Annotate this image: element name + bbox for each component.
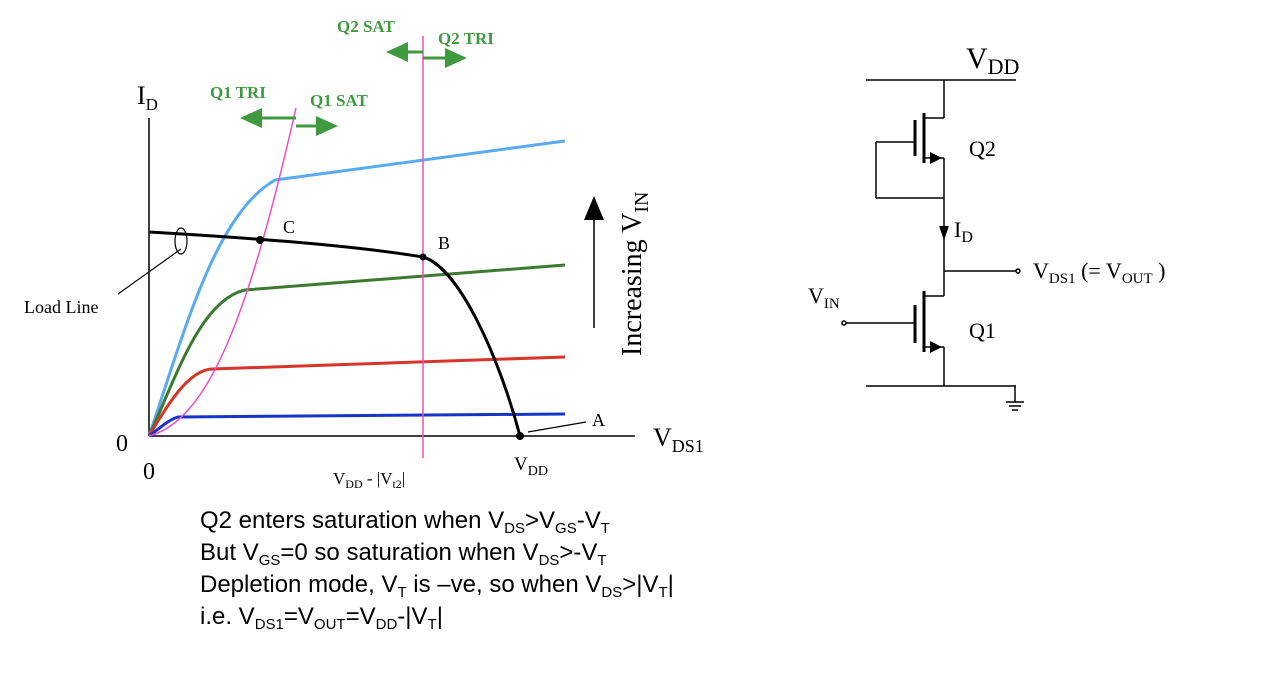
q2-tri-arrow-icon bbox=[445, 48, 467, 68]
increasing-vin-indicator: Increasing VIN bbox=[584, 192, 653, 356]
q1-label: Q1 bbox=[969, 318, 996, 343]
note-text: >-V bbox=[559, 539, 598, 566]
y-axis-label: ID bbox=[137, 81, 158, 114]
q2-transistor-symbol bbox=[875, 113, 945, 199]
note-text: is –ve, so when V bbox=[406, 571, 602, 598]
note-subscript: DS bbox=[601, 584, 623, 601]
origin-y-label: 0 bbox=[116, 431, 128, 457]
curve-green bbox=[147, 263, 566, 437]
up-arrow-icon bbox=[584, 196, 604, 220]
origin-x-label: 0 bbox=[143, 459, 155, 485]
note-text: =V bbox=[283, 603, 314, 630]
id-label: ID bbox=[954, 217, 973, 246]
note-line: Q2 enters saturation when VDS>VGS-VT bbox=[200, 505, 674, 537]
note-text: But V bbox=[200, 539, 259, 566]
curve-blue bbox=[148, 412, 566, 438]
q2-tri-label: Q2 TRI bbox=[438, 29, 494, 48]
x-axis-label: VDS1 bbox=[653, 423, 704, 456]
point-a-dot bbox=[516, 432, 524, 440]
note-subscript: DS bbox=[538, 552, 560, 569]
note-subscript: T bbox=[600, 520, 610, 537]
point-a-leader bbox=[527, 421, 587, 433]
q2-region-arrows bbox=[386, 42, 467, 68]
note-line: But VGS=0 so saturation when VDS>-VT bbox=[200, 537, 674, 569]
point-b-label: B bbox=[438, 233, 450, 253]
vdd-label: VDD bbox=[966, 42, 1019, 79]
circuit-schematic bbox=[841, 79, 1024, 411]
load-line-curve bbox=[148, 230, 522, 437]
note-subscript: GS bbox=[258, 552, 281, 569]
q1-transistor-symbol bbox=[841, 291, 944, 353]
note-subscript: T bbox=[427, 616, 437, 633]
q2-sat-arrow-icon bbox=[386, 42, 408, 62]
note-subscript: T bbox=[397, 584, 407, 601]
curve-top-light-blue bbox=[147, 139, 566, 437]
note-text: >V bbox=[525, 507, 556, 534]
note-line: Depletion mode, VT is –ve, so when VDS>|… bbox=[200, 569, 674, 601]
id-arrow-icon bbox=[939, 226, 949, 240]
tick-label-vdd-minus-vt2: VDD - |Vt2| bbox=[333, 469, 405, 491]
circuit-labels: VDD Q2 Q1 ID VIN VDS1 (= VOUT ) bbox=[808, 42, 1165, 343]
ground-icon bbox=[1006, 386, 1024, 411]
vout-label: VDS1 (= VOUT ) bbox=[1033, 258, 1165, 287]
point-b-dot bbox=[419, 253, 427, 261]
increasing-vin-label: Increasing VIN bbox=[617, 192, 653, 356]
note-text: >|V bbox=[622, 571, 659, 598]
q1-sat-label: Q1 SAT bbox=[310, 91, 368, 110]
note-text: | bbox=[667, 571, 674, 598]
load-line-leader bbox=[117, 248, 182, 295]
note-text: -V bbox=[576, 507, 601, 534]
note-text: Depletion mode, V bbox=[200, 571, 398, 598]
note-text: =0 so saturation when V bbox=[280, 539, 539, 566]
load-line-label: Load Line bbox=[24, 297, 98, 317]
output-terminal bbox=[1015, 268, 1021, 274]
note-subscript: T bbox=[658, 584, 668, 601]
point-c-label: C bbox=[283, 217, 295, 237]
note-text: i.e. V bbox=[200, 603, 255, 630]
tick-label-vdd: VDD bbox=[514, 454, 548, 479]
note-subscript: OUT bbox=[313, 616, 346, 633]
note-text: | bbox=[436, 603, 443, 630]
note-text: Q2 enters saturation when V bbox=[200, 507, 505, 534]
load-line-marker-ellipse bbox=[174, 227, 188, 255]
point-c-dot bbox=[256, 236, 264, 244]
q1-boundary-curve bbox=[148, 107, 297, 437]
q1-tri-label: Q1 TRI bbox=[210, 83, 266, 102]
explanation-notes: Q2 enters saturation when VDS>VGS-VT But… bbox=[200, 505, 674, 633]
note-subscript: GS bbox=[555, 520, 577, 537]
note-subscript: DS bbox=[504, 520, 526, 537]
curve-red bbox=[147, 355, 566, 437]
note-line: i.e. VDS1=VOUT=VDD-|VT| bbox=[200, 601, 674, 633]
q1-sat-arrow-icon bbox=[316, 116, 338, 136]
q2-sat-label: Q2 SAT bbox=[337, 17, 395, 36]
q1-region-arrows bbox=[240, 108, 338, 136]
q2-label: Q2 bbox=[969, 136, 996, 161]
q1-tri-arrow-icon bbox=[240, 108, 262, 128]
note-subscript: T bbox=[597, 552, 607, 569]
vin-terminal bbox=[841, 320, 847, 326]
note-text: -|V bbox=[397, 603, 428, 630]
id-vds-plot: ID VDS1 0 0 VDD - |Vt2| VDD A B C Load L… bbox=[24, 17, 704, 491]
note-subscript: DD bbox=[375, 616, 398, 633]
vin-label: VIN bbox=[808, 283, 840, 312]
point-a-label: A bbox=[592, 410, 605, 430]
note-text: =V bbox=[345, 603, 376, 630]
note-subscript: DS1 bbox=[254, 616, 284, 633]
